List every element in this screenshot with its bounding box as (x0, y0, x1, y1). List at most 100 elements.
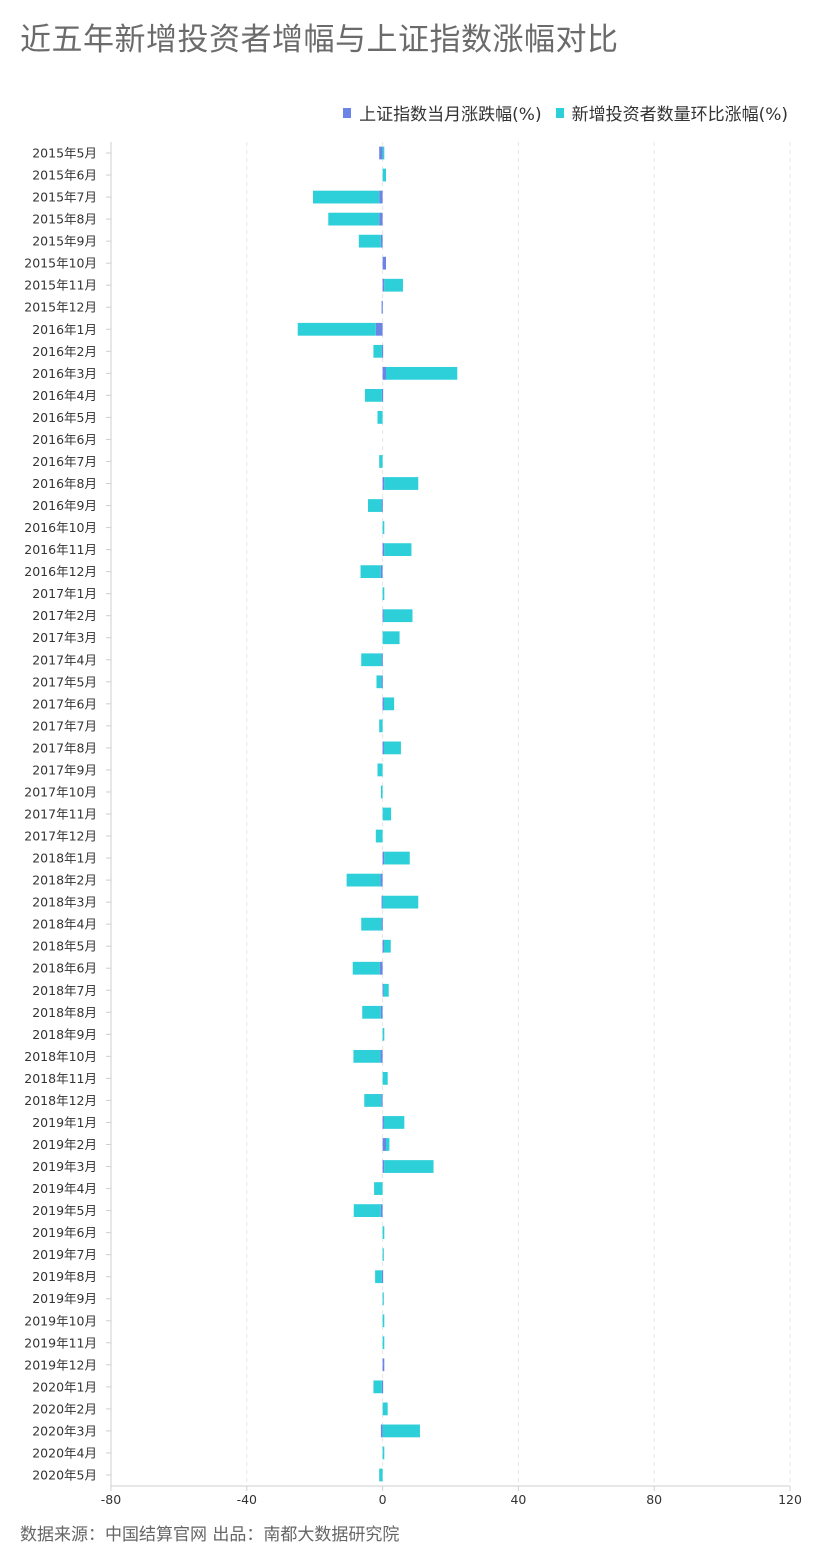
bar-index[interactable] (382, 1138, 386, 1151)
bar-investors[interactable] (377, 763, 383, 777)
bar-index[interactable] (379, 212, 383, 226)
bar-investors[interactable] (383, 983, 389, 997)
bar-index[interactable] (381, 653, 383, 667)
bar-investors[interactable] (385, 366, 458, 380)
bar-investors[interactable] (384, 477, 419, 490)
bar-index[interactable] (382, 543, 385, 556)
bar-index[interactable] (380, 1005, 383, 1019)
bar-investors[interactable] (368, 499, 382, 512)
bar-index[interactable] (379, 190, 383, 204)
bar-investors[interactable] (377, 411, 383, 424)
bar-investors[interactable] (385, 1138, 390, 1151)
bar-index[interactable] (382, 851, 385, 865)
bar-index[interactable] (382, 1358, 385, 1372)
bar-investors[interactable] (380, 785, 383, 799)
bar-investors[interactable] (382, 168, 386, 182)
bar-index[interactable] (379, 146, 383, 160)
bar-investors[interactable] (382, 1248, 384, 1262)
bar-investors[interactable] (382, 1314, 385, 1328)
legend-item-investors[interactable]: 新增投资者数量环比涨幅(%) (555, 100, 788, 125)
y-tick-label: 2018年2月 (32, 873, 97, 888)
bar-index[interactable] (379, 961, 383, 975)
legend-item-index[interactable]: 上证指数当月涨跌幅(%) (343, 100, 542, 125)
bar-index[interactable] (382, 1116, 384, 1129)
bar-investors[interactable] (382, 1226, 385, 1240)
bar-investors[interactable] (376, 675, 382, 689)
bar-investors[interactable] (382, 146, 385, 160)
bar-investors[interactable] (382, 1402, 388, 1416)
bar-investors[interactable] (364, 388, 382, 402)
bar-investors[interactable] (384, 543, 412, 556)
bar-investors[interactable] (379, 455, 383, 468)
bar-index[interactable] (381, 1270, 384, 1284)
bar-investors[interactable] (297, 322, 376, 336)
bar-index[interactable] (381, 1380, 384, 1394)
bar-investors[interactable] (382, 587, 385, 601)
bar-investors[interactable] (373, 1380, 382, 1394)
bar-index[interactable] (380, 1424, 383, 1438)
bar-investors[interactable] (383, 609, 413, 623)
bar-investors[interactable] (352, 961, 380, 975)
bar-investors[interactable] (358, 234, 381, 248)
bar-investors[interactable] (364, 1094, 382, 1107)
bar-index[interactable] (380, 1049, 383, 1063)
bar-investors[interactable] (382, 895, 419, 909)
bar-index[interactable] (381, 344, 384, 358)
bar-index[interactable] (382, 609, 384, 623)
bar-investors[interactable] (382, 1446, 385, 1460)
bar-index[interactable] (380, 1204, 383, 1217)
bar-investors[interactable] (382, 1292, 384, 1306)
bar-index[interactable] (382, 256, 386, 270)
bar-investors[interactable] (375, 829, 383, 843)
bar-investors[interactable] (328, 212, 380, 226)
bar-investors[interactable] (361, 917, 382, 931)
bar-investors[interactable] (362, 1005, 381, 1019)
bar-investors[interactable] (379, 1468, 383, 1482)
bar-investors[interactable] (353, 1204, 381, 1217)
bar-index[interactable] (382, 1160, 385, 1173)
bar-investors[interactable] (383, 741, 401, 755)
bar-investors[interactable] (382, 1424, 420, 1438)
bar-investors[interactable] (383, 1116, 405, 1129)
bar-index[interactable] (381, 917, 383, 931)
bar-investors[interactable] (346, 873, 381, 887)
bar-investors[interactable] (384, 851, 410, 865)
bar-index[interactable] (380, 873, 383, 887)
bar-investors[interactable] (379, 719, 383, 733)
bar-index[interactable] (381, 675, 383, 689)
bar-index[interactable] (381, 388, 384, 402)
bar-index[interactable] (380, 234, 383, 248)
bar-index[interactable] (382, 983, 384, 997)
bar-investors[interactable] (313, 190, 380, 204)
bar-investors[interactable] (373, 344, 382, 358)
bar-index[interactable] (381, 499, 383, 512)
bar-index[interactable] (381, 1094, 383, 1107)
bar-index[interactable] (381, 300, 383, 314)
bar-investors[interactable] (353, 1049, 381, 1063)
bar-investors[interactable] (361, 653, 382, 667)
bar-index[interactable] (380, 565, 383, 579)
bar-investors[interactable] (382, 1072, 388, 1085)
bar-index[interactable] (382, 278, 385, 292)
bar-investors[interactable] (382, 631, 400, 645)
bar-investors[interactable] (360, 565, 381, 579)
bar-index[interactable] (382, 697, 384, 711)
bar-investors[interactable] (383, 939, 391, 953)
bar-investors[interactable] (382, 521, 385, 534)
bar-investors[interactable] (375, 1270, 382, 1284)
bar-index[interactable] (382, 741, 384, 755)
bar-investors[interactable] (382, 1336, 385, 1350)
bar-investors[interactable] (382, 1027, 385, 1041)
bar-index[interactable] (375, 322, 383, 336)
bar-index[interactable] (382, 366, 386, 380)
bar-investors[interactable] (384, 278, 403, 292)
bar-investors[interactable] (383, 697, 395, 711)
bar-investors[interactable] (374, 1182, 383, 1195)
bar-index[interactable] (382, 477, 385, 490)
y-tick-label: 2016年3月 (32, 366, 97, 381)
y-tick-label: 2017年1月 (32, 586, 97, 601)
bar-index[interactable] (382, 939, 384, 953)
bar-index[interactable] (381, 895, 383, 909)
bar-investors[interactable] (384, 1160, 434, 1173)
bar-investors[interactable] (382, 807, 392, 821)
